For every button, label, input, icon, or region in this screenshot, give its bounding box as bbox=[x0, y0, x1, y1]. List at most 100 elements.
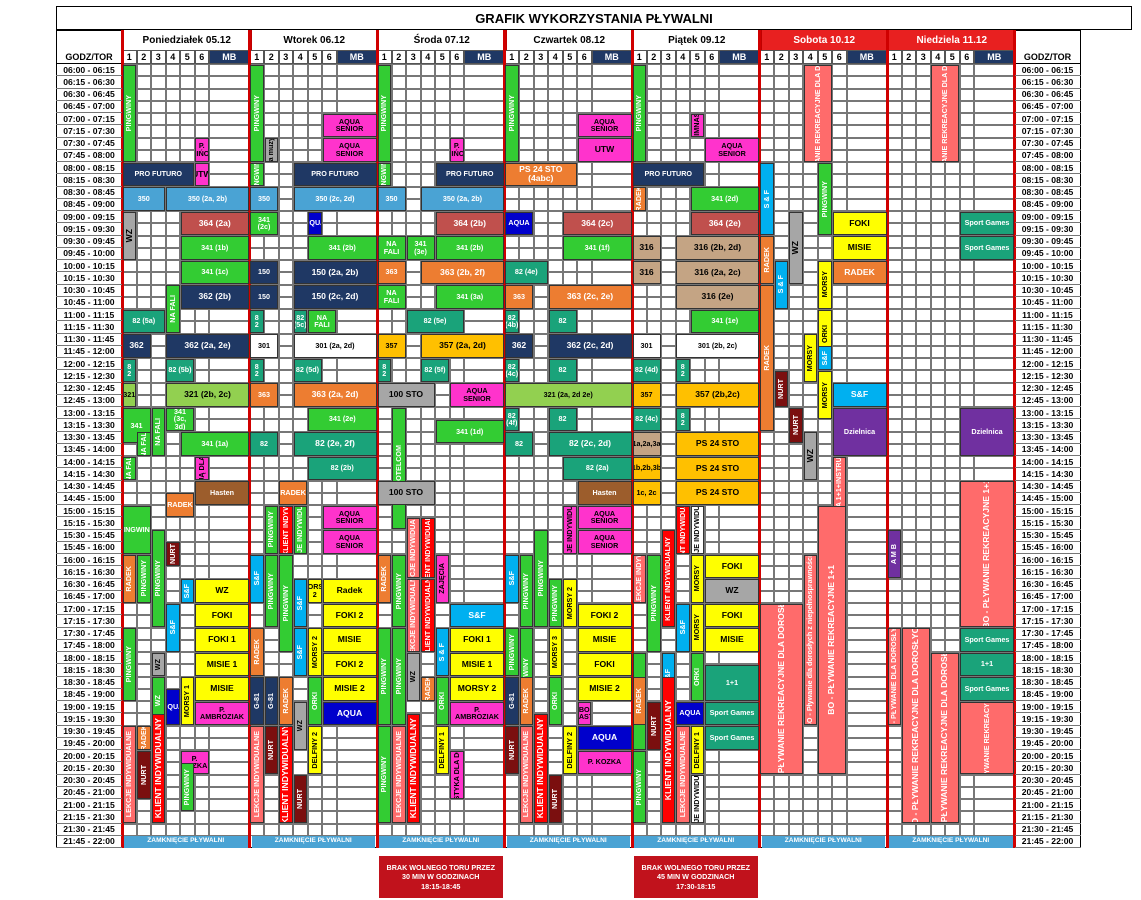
slot-cell bbox=[719, 823, 760, 836]
activity-block: 82 bbox=[505, 432, 533, 456]
activity-label: KLIENT INDYWIDUALNY bbox=[152, 718, 163, 819]
slot-cell bbox=[887, 468, 902, 481]
slot-cell bbox=[959, 456, 974, 469]
slot-cell bbox=[846, 64, 887, 77]
day-separator bbox=[248, 30, 251, 848]
slot-cell bbox=[420, 407, 435, 420]
slot-cell bbox=[887, 64, 902, 77]
slot-cell bbox=[194, 517, 209, 530]
activity-block: 82 (4c) bbox=[632, 407, 661, 431]
activity-block: 364 (2e) bbox=[690, 211, 759, 235]
activity-label: szkoła muzyczna bbox=[266, 139, 275, 161]
slot-cell bbox=[803, 737, 818, 750]
slot-cell bbox=[930, 431, 945, 444]
slot-cell bbox=[759, 113, 774, 126]
slot-cell bbox=[278, 113, 293, 126]
slot-cell bbox=[293, 566, 308, 579]
slot-cell bbox=[846, 737, 887, 750]
slot-cell bbox=[307, 811, 322, 824]
time-label-left: 17:45 - 18:00 bbox=[56, 640, 122, 652]
slot-cell bbox=[675, 578, 690, 591]
slot-cell bbox=[151, 345, 166, 358]
slot-cell bbox=[577, 321, 592, 334]
activity-block: BO GIMNASTYKA DLA DOROSŁYCH bbox=[450, 750, 464, 799]
time-label-right: 13:30 - 13:45 bbox=[1014, 432, 1081, 444]
slot-cell bbox=[887, 517, 902, 530]
slot-cell bbox=[945, 566, 960, 579]
slot-cell bbox=[788, 554, 803, 567]
slot-cell bbox=[774, 541, 789, 554]
time-label-left: 19:30 - 19:45 bbox=[56, 726, 122, 738]
slot-cell bbox=[278, 358, 293, 371]
slot-cell bbox=[646, 321, 661, 334]
slot-cell bbox=[675, 566, 690, 579]
slot-cell bbox=[901, 260, 916, 273]
slot-cell bbox=[945, 443, 960, 456]
lane-header: 6 bbox=[577, 50, 592, 64]
time-label-left: 08:00 - 08:15 bbox=[56, 162, 122, 175]
activity-label: S & F bbox=[437, 642, 447, 662]
slot-cell bbox=[646, 125, 661, 138]
time-label-left: 08:45 - 09:00 bbox=[56, 199, 122, 211]
slot-cell bbox=[420, 162, 435, 175]
slot-cell bbox=[391, 174, 406, 187]
slot-cell bbox=[562, 701, 577, 714]
activity-label: G-81 bbox=[251, 693, 261, 709]
slot-cell bbox=[449, 370, 464, 383]
slot-cell bbox=[336, 799, 377, 812]
slot-cell bbox=[577, 358, 592, 371]
slot-cell bbox=[165, 64, 180, 77]
slot-cell bbox=[661, 823, 676, 836]
slot-cell bbox=[435, 468, 450, 481]
activity-label: WZ bbox=[725, 585, 739, 596]
activity-block: 362 (2b) bbox=[180, 285, 249, 309]
slot-cell bbox=[278, 100, 293, 113]
slot-cell bbox=[887, 492, 902, 505]
time-label-left: 10:30 - 10:45 bbox=[56, 285, 122, 297]
slot-cell bbox=[788, 382, 803, 395]
slot-cell bbox=[519, 407, 534, 420]
slot-cell bbox=[832, 786, 847, 799]
activity-block: G-81 bbox=[264, 677, 278, 725]
slot-cell bbox=[661, 223, 676, 236]
slot-cell bbox=[759, 823, 774, 836]
slot-cell bbox=[661, 517, 676, 530]
slot-cell bbox=[887, 811, 902, 824]
slot-cell bbox=[887, 370, 902, 383]
slot-cell bbox=[548, 260, 563, 273]
slot-cell bbox=[719, 517, 760, 530]
slot-cell bbox=[249, 529, 264, 542]
lane-header: MB bbox=[591, 50, 632, 64]
slot-cell bbox=[548, 125, 563, 138]
slot-cell bbox=[704, 162, 719, 175]
slot-cell bbox=[803, 762, 818, 775]
slot-cell bbox=[449, 76, 464, 89]
slot-cell bbox=[887, 578, 902, 591]
slot-cell bbox=[136, 260, 151, 273]
slot-cell bbox=[435, 517, 450, 530]
activity-label: 100 STO bbox=[388, 487, 424, 498]
slot-cell bbox=[548, 529, 563, 542]
activity-block: 301 bbox=[632, 334, 661, 358]
slot-cell bbox=[704, 370, 719, 383]
activity-block: FOKI 1 bbox=[195, 628, 249, 652]
activity-label: KLIENT INDYWIDUALNY bbox=[663, 536, 673, 621]
slot-cell bbox=[788, 456, 803, 469]
slot-cell bbox=[577, 186, 592, 199]
time-label-left: 17:30 - 17:45 bbox=[56, 628, 122, 640]
slot-cell bbox=[322, 88, 337, 101]
slot-cell bbox=[322, 358, 337, 371]
slot-cell bbox=[817, 419, 832, 432]
slot-cell bbox=[803, 211, 818, 224]
lane-header: MB bbox=[464, 50, 505, 64]
slot-cell bbox=[901, 407, 916, 420]
slot-cell bbox=[887, 750, 902, 763]
slot-cell bbox=[817, 492, 832, 505]
slot-cell bbox=[774, 211, 789, 224]
slot-cell bbox=[974, 100, 1015, 113]
slot-cell bbox=[704, 76, 719, 89]
slot-cell bbox=[591, 811, 632, 824]
slot-cell bbox=[916, 296, 931, 309]
slot-cell bbox=[803, 235, 818, 248]
slot-cell bbox=[278, 333, 293, 346]
